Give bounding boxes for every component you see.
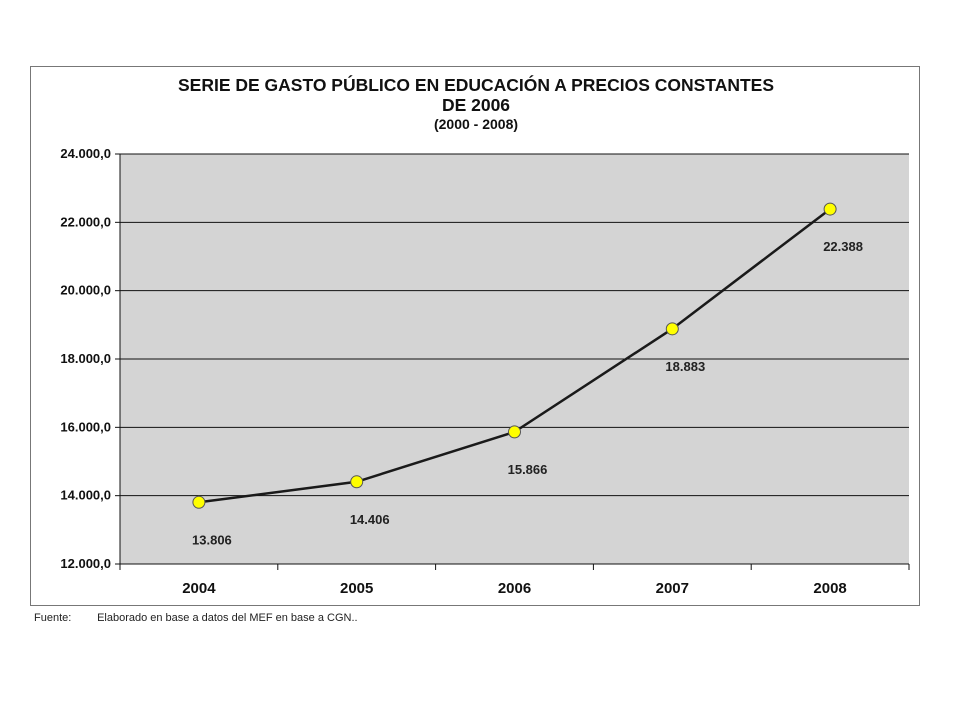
x-tick-label: 2005 xyxy=(340,580,373,597)
line-chart: 12.000,0 14.000,0 16.000,0 18.000,0 20.000,0… xyxy=(60,146,910,597)
data-point xyxy=(665,322,679,336)
y-tick-label: 22.000,0 xyxy=(60,214,111,229)
source-label: Fuente: xyxy=(34,612,72,624)
x-tick-label: 2008 xyxy=(813,580,846,597)
chart-subtitle: (2000 - 2008) xyxy=(433,116,519,132)
data-point xyxy=(350,475,364,489)
source-note: Fuente: Elaborado en base a datos del ME… xyxy=(34,612,358,624)
data-label: 14.406 xyxy=(350,512,390,527)
x-tick-label: 2006 xyxy=(498,580,531,597)
y-tick-label: 24.000,0 xyxy=(60,146,111,161)
data-point xyxy=(508,425,521,439)
data-label: 18.883 xyxy=(665,359,705,374)
chart-frame: SERIE DE GASTO PÚBLICO EN EDUCACIÓN A PR… xyxy=(30,66,920,606)
y-tick-label: 16.000,0 xyxy=(60,419,111,434)
data-label: 15.866 xyxy=(508,462,548,477)
y-tick-label: 14.000,0 xyxy=(60,488,111,503)
chart-title-line1: SERIE DE GASTO PÚBLICO EN EDUCACIÓN A PR… xyxy=(177,75,775,95)
x-tick-label: 2007 xyxy=(656,580,689,597)
data-label: 22.388 xyxy=(823,239,863,254)
y-tick-label: 12.000,0 xyxy=(60,556,111,571)
chart-title: SERIE DE GASTO PÚBLICO EN EDUCACIÓN A PR… xyxy=(31,75,921,133)
x-tick-label: 2004 xyxy=(182,580,216,597)
chart-title-line2: DE 2006 xyxy=(441,95,511,115)
data-point xyxy=(192,495,206,509)
data-label: 13.806 xyxy=(192,532,232,547)
y-tick-label: 18.000,0 xyxy=(60,351,111,366)
data-point xyxy=(823,202,837,216)
source-text: Elaborado en base a datos del MEF en bas… xyxy=(97,612,358,624)
y-tick-label: 20.000,0 xyxy=(60,283,111,298)
